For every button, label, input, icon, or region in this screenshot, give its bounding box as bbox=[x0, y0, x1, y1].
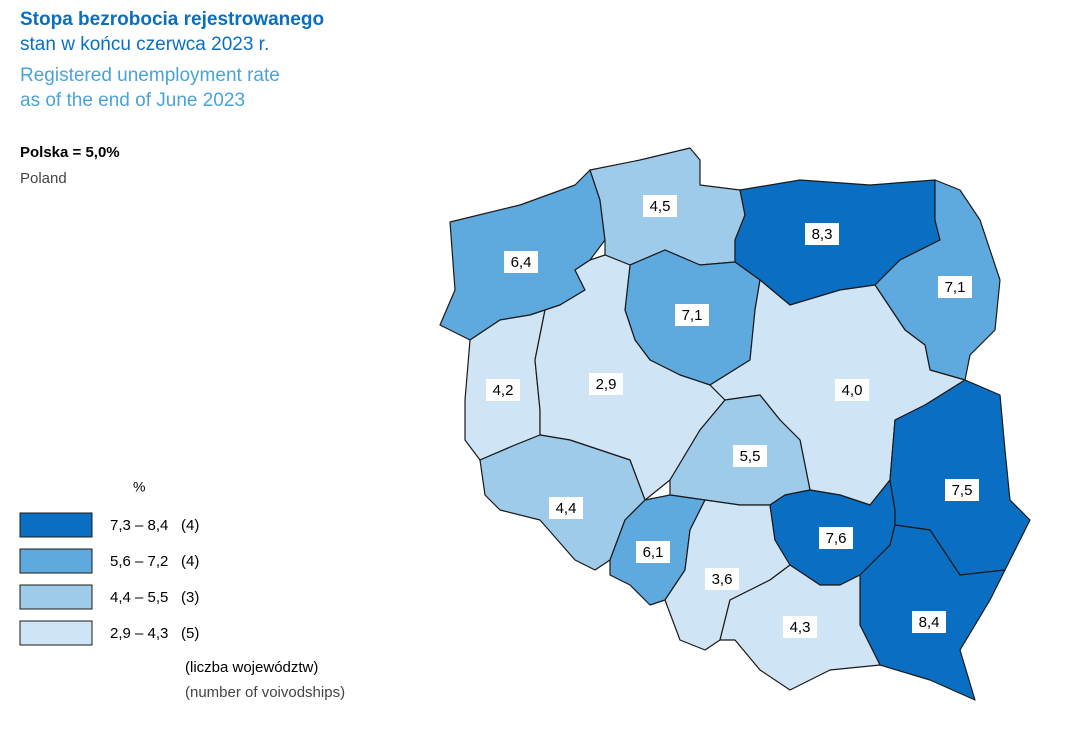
region-value: 8,4 bbox=[919, 614, 940, 631]
label-box bbox=[504, 251, 538, 273]
label-box bbox=[819, 527, 853, 549]
legend-count: (4) bbox=[181, 553, 199, 570]
label-box bbox=[486, 379, 520, 401]
region-value: 4,3 bbox=[790, 619, 811, 636]
region-value: 6,1 bbox=[643, 544, 664, 561]
region-value: 8,3 bbox=[812, 226, 833, 243]
country-rate: Polska = 5,0% bbox=[20, 144, 120, 161]
legend-range: 5,6 – 7,2 bbox=[110, 553, 168, 570]
region bbox=[889, 379, 1031, 576]
title-pl: Stopa bezrobocia rejestrowanego bbox=[20, 9, 324, 30]
label-box bbox=[733, 445, 767, 467]
region-value: 5,5 bbox=[740, 448, 761, 465]
country-en: Poland bbox=[20, 170, 67, 187]
region-value: 7,1 bbox=[945, 279, 966, 296]
label-box bbox=[705, 568, 739, 590]
region-value: 3,6 bbox=[712, 571, 733, 588]
label-box bbox=[549, 497, 583, 519]
label-box bbox=[938, 276, 972, 298]
legend-swatch bbox=[19, 584, 93, 610]
legend-swatch bbox=[19, 620, 93, 646]
legend-swatch bbox=[19, 512, 93, 538]
region-value: 4,4 bbox=[556, 500, 577, 517]
label-box bbox=[636, 541, 670, 563]
region-value: 4,0 bbox=[842, 382, 863, 399]
label-box bbox=[783, 616, 817, 638]
region-value: 7,5 bbox=[952, 482, 973, 499]
region-value: 7,6 bbox=[826, 530, 847, 547]
legend: 7,3 – 8,4 (4) 5,6 – 7,2 (4) 4,4 – 5,5 (3) 2,9 … bbox=[19, 512, 199, 646]
subtitle-pl: stan w końcu czerwca 2023 r. bbox=[20, 34, 269, 55]
map: 6,4 4,5 8,3 7,1 7,1 4,2 2,9 4,0 5,5 4,4 6,1 3,6 7,6 7… bbox=[439, 147, 1031, 701]
legend-swatch bbox=[19, 548, 93, 574]
legend-count: (5) bbox=[181, 625, 199, 642]
region-value: 4,2 bbox=[493, 382, 514, 399]
subtitle-en: as of the end of June 2023 bbox=[20, 90, 245, 111]
region-value: 7,1 bbox=[682, 307, 703, 324]
label-box bbox=[912, 611, 946, 633]
legend-range: 4,4 – 5,5 bbox=[110, 589, 168, 606]
region-value: 2,9 bbox=[596, 376, 617, 393]
legend-note-pl: (liczba województw) bbox=[185, 659, 318, 676]
legend-range: 7,3 – 8,4 bbox=[110, 517, 168, 534]
label-box bbox=[945, 479, 979, 501]
legend-note-en: (number of voivodships) bbox=[185, 684, 345, 701]
label-box bbox=[589, 373, 623, 395]
legend-unit: % bbox=[133, 479, 145, 495]
region-value: 4,5 bbox=[650, 198, 671, 215]
title-en: Registered unemployment rate bbox=[20, 65, 280, 86]
label-box bbox=[835, 379, 869, 401]
legend-count: (3) bbox=[181, 589, 199, 606]
legend-range: 2,9 – 4,3 bbox=[110, 625, 168, 642]
label-box bbox=[805, 223, 839, 245]
region-value: 6,4 bbox=[511, 254, 532, 271]
legend-count: (4) bbox=[181, 517, 199, 534]
label-box bbox=[643, 195, 677, 217]
label-box bbox=[675, 304, 709, 326]
